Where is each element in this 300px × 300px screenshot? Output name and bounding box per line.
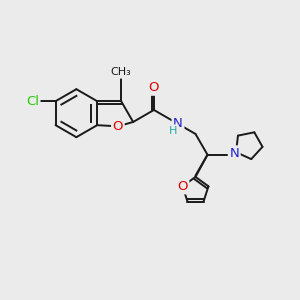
Text: N: N [173,117,183,130]
Text: Cl: Cl [26,95,39,108]
Text: N: N [230,147,239,160]
Text: O: O [177,180,188,193]
Text: O: O [149,81,159,94]
Text: CH₃: CH₃ [111,67,131,77]
Text: O: O [112,120,123,133]
Text: H: H [169,126,178,136]
